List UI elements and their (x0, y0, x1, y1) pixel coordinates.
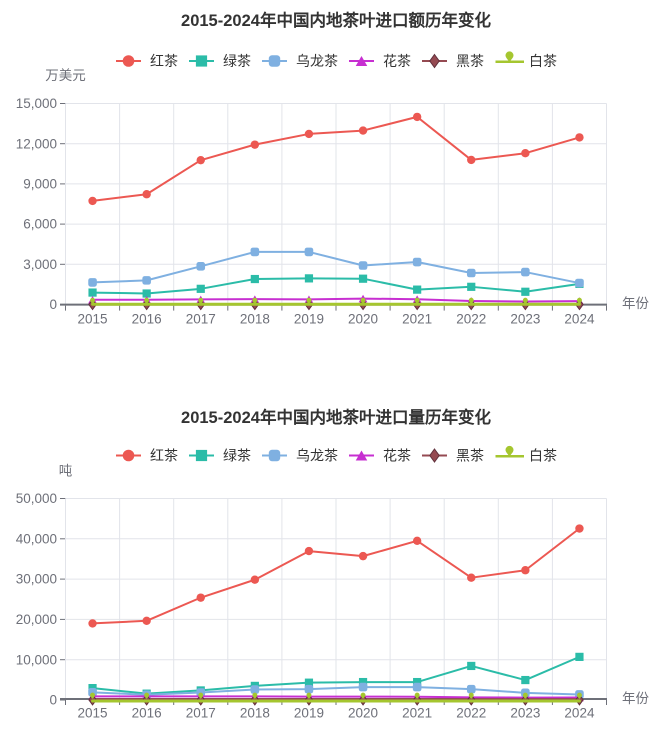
svg-text:年份: 年份 (622, 296, 650, 311)
svg-text:0: 0 (49, 297, 57, 312)
svg-text:2019: 2019 (294, 312, 324, 327)
svg-text:2017: 2017 (186, 312, 216, 327)
svg-text:10,000: 10,000 (16, 652, 57, 667)
svg-text:2015: 2015 (78, 312, 108, 327)
svg-text:花茶: 花茶 (383, 448, 411, 464)
svg-text:乌龙茶: 乌龙茶 (296, 448, 338, 464)
svg-text:2020: 2020 (348, 312, 378, 327)
svg-text:2015: 2015 (78, 706, 108, 721)
svg-text:乌龙茶: 乌龙茶 (296, 53, 338, 69)
svg-text:红茶: 红茶 (150, 53, 178, 69)
svg-text:2022: 2022 (456, 706, 486, 721)
svg-text:黑茶: 黑茶 (456, 448, 484, 464)
svg-text:绿茶: 绿茶 (223, 53, 251, 69)
svg-text:12,000: 12,000 (16, 136, 57, 151)
svg-text:白茶: 白茶 (529, 448, 557, 464)
svg-text:2024: 2024 (564, 312, 595, 327)
svg-text:2015-2024年中国内地茶叶进口量历年变化: 2015-2024年中国内地茶叶进口量历年变化 (181, 407, 491, 427)
svg-text:2024: 2024 (564, 706, 595, 721)
svg-text:黑茶: 黑茶 (456, 53, 484, 69)
svg-text:2017: 2017 (186, 706, 216, 721)
svg-text:2015-2024年中国内地茶叶进口额历年变化: 2015-2024年中国内地茶叶进口额历年变化 (181, 10, 491, 30)
svg-text:40,000: 40,000 (16, 531, 57, 546)
svg-text:吨: 吨 (59, 464, 73, 479)
svg-text:花茶: 花茶 (383, 53, 411, 69)
svg-text:2021: 2021 (402, 312, 432, 327)
svg-text:9,000: 9,000 (23, 177, 57, 192)
svg-text:15,000: 15,000 (16, 96, 57, 111)
svg-text:2016: 2016 (132, 312, 162, 327)
svg-text:2022: 2022 (456, 312, 486, 327)
svg-text:6,000: 6,000 (23, 217, 57, 232)
svg-text:2018: 2018 (240, 312, 270, 327)
svg-text:2018: 2018 (240, 706, 270, 721)
svg-text:3,000: 3,000 (23, 257, 57, 272)
svg-text:红茶: 红茶 (150, 448, 178, 464)
svg-text:30,000: 30,000 (16, 572, 57, 587)
svg-text:2019: 2019 (294, 706, 324, 721)
svg-text:年份: 年份 (622, 691, 650, 706)
svg-text:2021: 2021 (402, 706, 432, 721)
svg-text:白茶: 白茶 (529, 53, 557, 69)
svg-text:0: 0 (49, 693, 57, 708)
svg-text:2023: 2023 (510, 706, 540, 721)
svg-text:万美元: 万美元 (45, 68, 86, 83)
svg-text:20,000: 20,000 (16, 612, 57, 627)
svg-text:绿茶: 绿茶 (223, 448, 251, 464)
svg-text:2020: 2020 (348, 706, 378, 721)
svg-text:2023: 2023 (510, 312, 540, 327)
svg-text:50,000: 50,000 (16, 491, 57, 506)
svg-text:2016: 2016 (132, 706, 162, 721)
